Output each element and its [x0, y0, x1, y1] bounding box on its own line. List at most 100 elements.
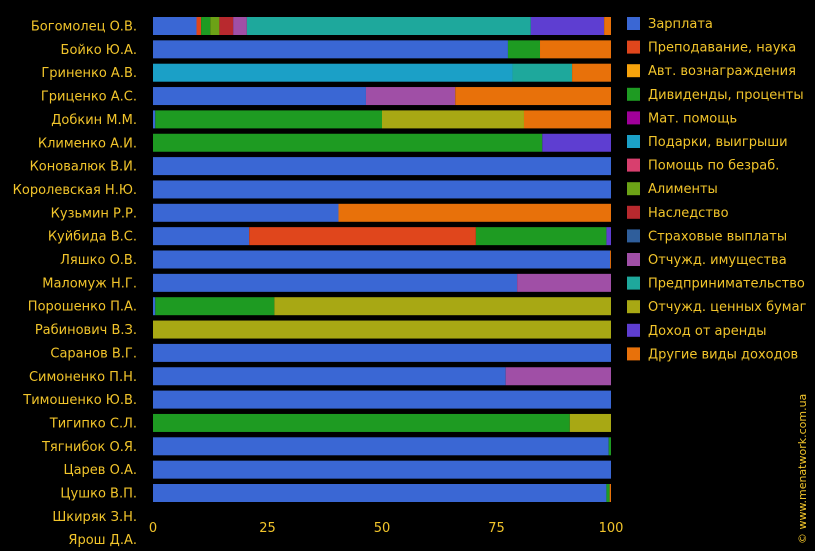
bar-segment: [153, 157, 611, 176]
category-label: Ярош Д.А.: [68, 533, 137, 548]
bar-segment: [153, 460, 611, 479]
bar-segment: [604, 17, 611, 35]
bar-segment: [153, 63, 513, 82]
category-label: Маломуж Н.Г.: [42, 276, 137, 291]
legend-label: Предпринимательство: [648, 277, 805, 292]
legend-swatch: [627, 17, 640, 30]
bar-segment: [196, 17, 202, 35]
legend-swatch: [627, 253, 640, 266]
bar-segment: [153, 17, 197, 35]
bar-segment: [219, 17, 234, 35]
legend-label: Доход от аренды: [648, 324, 767, 339]
category-label: Тимошенко Ю.В.: [22, 393, 137, 408]
legend-label: Наследство: [648, 206, 729, 221]
bar-segment: [569, 413, 611, 432]
category-label: Симоненко П.Н.: [29, 370, 137, 385]
bar-segment: [153, 133, 543, 152]
bar-segment: [153, 273, 518, 292]
bar-segment: [517, 273, 611, 292]
legend-swatch: [627, 276, 640, 290]
bar-segment: [210, 17, 220, 35]
x-tick-label: 100: [599, 521, 624, 536]
legend: Зарплата Преподавание, наука Авт. вознагра…: [627, 17, 807, 362]
x-tick-label: 50: [374, 521, 391, 536]
bar-segment: [201, 17, 211, 35]
bar-segment: [365, 87, 456, 106]
bar-segment: [153, 203, 339, 222]
category-label: Цушко В.П.: [60, 487, 137, 502]
legend-swatch: [627, 229, 640, 243]
category-label: Куйбида В.С.: [48, 230, 137, 245]
bar-segment: [338, 203, 611, 222]
bar-segment: [455, 87, 611, 106]
legend-swatch: [627, 205, 640, 219]
bar-segment: [153, 40, 508, 59]
legend-swatch: [627, 135, 640, 148]
bar-segment: [153, 110, 156, 129]
bar-segment: [606, 484, 610, 502]
bar-segment: [608, 437, 611, 456]
bar-segment: [153, 390, 611, 409]
bar-segment: [153, 180, 611, 199]
bar-segment: [274, 297, 611, 316]
legend-label: Преподавание, наука: [648, 41, 796, 56]
bar-segment: [153, 320, 611, 339]
bar-segment: [505, 367, 611, 386]
bars-layer: [153, 17, 611, 502]
legend-swatch: [627, 323, 640, 337]
category-label: Бойко Ю.А.: [61, 43, 137, 58]
category-label: Царев О.А.: [64, 463, 138, 478]
legend-label: Авт. вознаграждения: [648, 64, 796, 79]
bar-segment: [512, 63, 573, 82]
bar-segment: [507, 40, 541, 59]
x-tick-label: 0: [149, 521, 157, 536]
bar-segment: [153, 250, 611, 269]
legend-swatch: [627, 158, 640, 172]
legend-swatch: [627, 182, 640, 196]
legend-swatch: [627, 111, 640, 125]
legend-label: Алименты: [648, 182, 718, 197]
category-label: Королевская Н.Ю.: [13, 183, 137, 198]
category-label: Добкин М.М.: [51, 113, 137, 128]
bar-segment: [475, 227, 607, 246]
bar-segment: [382, 110, 524, 129]
category-label: Кузьмин Р.Р.: [51, 206, 137, 221]
legend-swatch: [627, 347, 640, 361]
category-label: Рабинович В.З.: [35, 323, 137, 338]
bar-segment: [246, 17, 531, 35]
category-label: Богомолец О.В.: [31, 20, 137, 35]
bar-segment: [153, 437, 609, 456]
category-label: Клименко А.И.: [38, 136, 137, 151]
bar-segment: [155, 297, 275, 316]
bar-segment: [606, 227, 611, 246]
bar-segment: [153, 227, 250, 246]
bar-segment: [523, 110, 611, 129]
category-label: Порошенко П.А.: [28, 300, 137, 315]
bar-segment: [153, 343, 611, 362]
bar-segment: [249, 227, 476, 246]
watermark-text: © www.menatwork.com.ua: [796, 393, 809, 544]
category-label: Гриненко А.В.: [41, 66, 137, 81]
legend-label: Подарки, выигрыши: [648, 135, 788, 150]
bar-segment: [530, 17, 605, 35]
legend-label: Дивиденды, проценты: [648, 88, 804, 103]
x-tick-label: 75: [488, 521, 505, 536]
legend-label: Зарплата: [648, 17, 713, 32]
bar-segment: [542, 133, 611, 152]
category-label: Шкиряк З.Н.: [52, 510, 137, 525]
category-label: Тягнибок О.Я.: [41, 440, 137, 455]
legend-label: Помощь по безраб.: [648, 159, 779, 174]
category-labels: Богомолец О.В. Бойко Ю.А. Гриненко А.В. Гри…: [13, 20, 137, 549]
legend-label: Другие виды доходов: [648, 347, 798, 362]
bar-segment: [609, 484, 611, 502]
bar-segment: [153, 413, 570, 432]
bar-segment: [572, 63, 611, 82]
x-tick-label: 25: [259, 521, 276, 536]
legend-label: Мат. помощь: [648, 111, 737, 126]
category-label: Коновалюк В.И.: [30, 160, 137, 175]
legend-swatch: [627, 87, 640, 101]
legend-label: Страховые выплаты: [648, 229, 787, 244]
legend-label: Отчужд. имущества: [648, 253, 787, 268]
category-label: Гриценко А.С.: [41, 90, 137, 105]
